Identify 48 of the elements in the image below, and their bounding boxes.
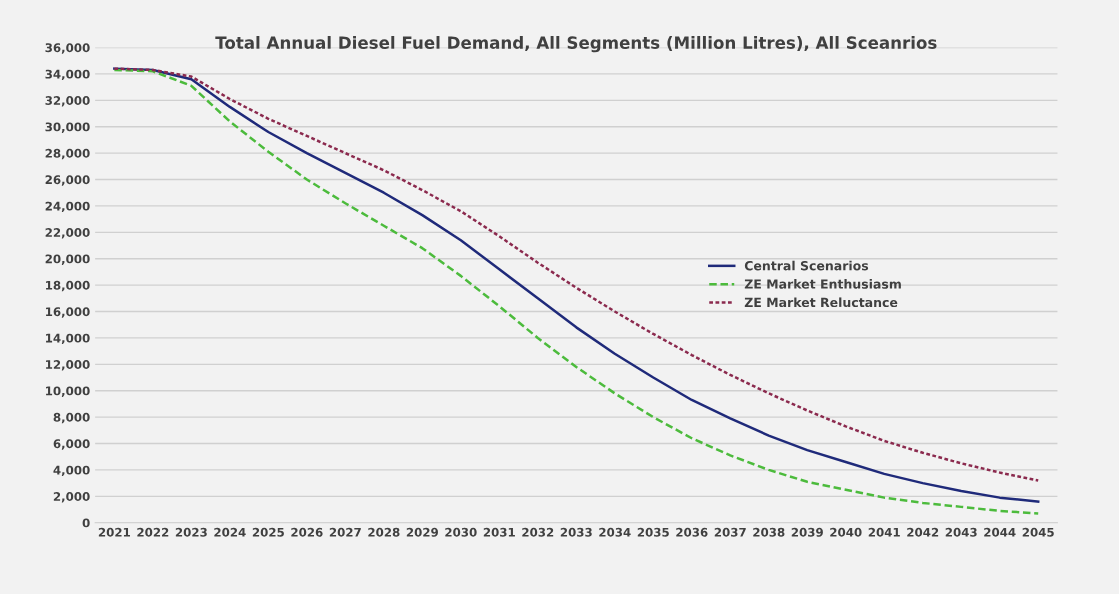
legend-label: ZE Market Enthusiasm [744, 279, 901, 289]
legend-label: ZE Market Reluctance [744, 297, 898, 308]
x-tick-label: 2029 [406, 527, 438, 537]
x-tick-label: 2025 [252, 527, 284, 537]
x-tick-label: 2032 [522, 527, 554, 537]
y-tick-label: 20,000 [45, 254, 90, 265]
x-tick-label: 2021 [98, 527, 130, 537]
x-tick-label: 2039 [791, 527, 823, 537]
x-tick-label: 2043 [945, 527, 977, 537]
y-tick-label: 34,000 [45, 69, 90, 81]
x-tick-label: 2042 [907, 527, 939, 537]
x-tick-label: 2031 [483, 527, 515, 537]
x-tick-label: 2038 [753, 527, 785, 537]
y-tick-label: 10,000 [46, 386, 90, 397]
x-tick-label: 2026 [291, 527, 323, 537]
x-tick-label: 2041 [868, 527, 900, 537]
x-tick-label: 2045 [1022, 527, 1054, 537]
y-tick-label: 26,000 [45, 175, 90, 186]
y-tick-label: 36,000 [45, 43, 90, 54]
x-tick-label: 2027 [329, 527, 361, 537]
y-tick-label: 6,000 [53, 439, 90, 450]
x-tick-label: 2024 [214, 527, 246, 537]
x-tick-label: 2037 [714, 527, 746, 537]
y-tick-label: 28,000 [45, 148, 90, 160]
y-tick-label: 32,000 [45, 96, 90, 107]
chart-title: Total Annual Diesel Fuel Demand, All Segments (Million Litres), All Sceanrios [215, 36, 937, 53]
x-tick-label: 2023 [175, 527, 207, 537]
legend-label: Central Scenarios [744, 260, 869, 271]
y-tick-label: 14,000 [46, 333, 90, 345]
y-tick-label: 8,000 [53, 412, 90, 424]
x-tick-label: 2040 [830, 527, 862, 537]
x-tick-label: 2044 [984, 527, 1016, 537]
y-tick-label: 12,000 [46, 360, 90, 371]
x-tick-label: 2034 [599, 527, 631, 537]
x-tick-label: 2030 [445, 527, 477, 537]
y-tick-label: 22,000 [45, 228, 90, 239]
y-tick-label: 16,000 [46, 307, 90, 318]
y-tick-label: 30,000 [45, 122, 90, 133]
x-tick-label: 2022 [137, 527, 169, 537]
x-tick-label: 2028 [368, 527, 400, 537]
x-tick-label: 2035 [637, 527, 669, 537]
y-tick-label: 18,000 [46, 280, 90, 292]
y-tick-label: 0 [82, 518, 90, 528]
x-tick-label: 2036 [676, 527, 708, 537]
x-tick-label: 2033 [560, 527, 592, 537]
y-tick-label: 24,000 [45, 201, 90, 213]
y-tick-label: 2,000 [53, 492, 90, 503]
y-tick-label: 4,000 [53, 465, 90, 477]
